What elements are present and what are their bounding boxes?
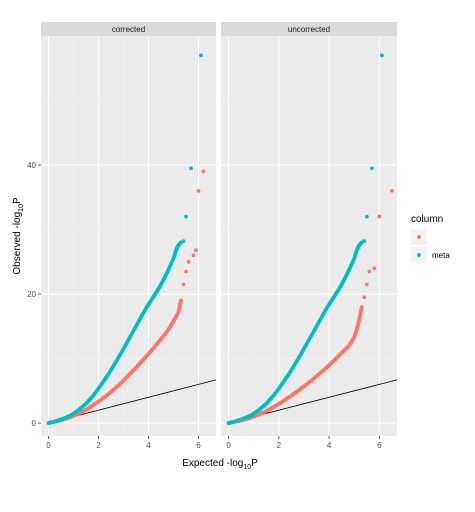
strip-label-uncorrected: uncorrected <box>288 25 330 34</box>
facet-uncorrected: uncorrected <box>221 22 398 436</box>
gridlines-uncorrected <box>221 36 397 436</box>
outlier-point-series-0 <box>191 253 196 258</box>
points-corrected <box>46 53 206 425</box>
outlier-point-series-0 <box>372 266 377 271</box>
y-tick-label: 40 <box>27 161 36 170</box>
x-axis-title-subscript: 10 <box>243 464 251 471</box>
x-tick-label: 4 <box>327 441 332 450</box>
x-axis-title-main: Expected -log <box>182 458 243 469</box>
x-axis-title-tail: P <box>251 458 258 469</box>
y-axis-title-subscript: 10 <box>18 204 25 212</box>
x-axis-ticks: 0 2 4 6 0 2 4 6 <box>46 436 382 450</box>
outlier-point-series-0 <box>367 269 372 274</box>
y-axis-ticks: 0 20 40 <box>27 161 41 428</box>
facet-corrected: corrected <box>41 22 217 436</box>
y-tick-label: 20 <box>27 290 36 299</box>
strip-background-uncorrected <box>221 22 397 36</box>
y-axis-title-tail: P <box>12 197 23 204</box>
x-tick-label: 2 <box>277 441 282 450</box>
outlier-point-series-1 <box>380 53 384 58</box>
legend-title: column <box>411 214 443 225</box>
y-tick-label: 0 <box>32 419 37 428</box>
x-tick-label: 2 <box>96 441 101 450</box>
legend-label-meta: meta <box>432 251 450 260</box>
outlier-point-series-0 <box>194 248 198 253</box>
strip-label-corrected: corrected <box>112 25 145 34</box>
y-axis-title: Observed -log10P <box>12 197 25 275</box>
y-axis-title-main: Observed -log <box>12 212 23 275</box>
outlier-point-series-0 <box>390 188 394 193</box>
x-tick-label: 6 <box>196 441 201 450</box>
panel-background-corrected <box>41 36 216 436</box>
legend-key-dot-1 <box>417 235 421 239</box>
outlier-point-series-1 <box>189 166 193 171</box>
outlier-point-series-0 <box>196 188 201 193</box>
gridlines-corrected <box>41 36 216 436</box>
panel-background-uncorrected <box>221 36 397 436</box>
x-axis-title: Expected -log10P <box>182 458 258 471</box>
outlier-point-series-1 <box>181 239 186 244</box>
outlier-point-series-0 <box>364 282 369 287</box>
outlier-point-series-0 <box>181 282 186 287</box>
outlier-point-series-1 <box>369 166 374 171</box>
data-point-series-0 <box>359 305 364 309</box>
x-tick-label: 4 <box>146 441 151 450</box>
outlier-point-series-1 <box>362 239 367 244</box>
outlier-point-series-0 <box>201 169 206 174</box>
legend: column meta <box>411 214 450 263</box>
strip-background-corrected <box>41 22 216 36</box>
points-uncorrected <box>226 53 394 425</box>
outlier-point-series-0 <box>184 269 188 274</box>
x-tick-label: 0 <box>226 441 231 450</box>
outlier-point-series-1 <box>184 214 188 219</box>
outlier-point-series-0 <box>186 259 191 264</box>
x-tick-label: 0 <box>46 441 51 450</box>
outlier-point-series-1 <box>199 53 203 58</box>
legend-key-dot-meta <box>417 253 421 257</box>
outlier-point-series-1 <box>364 214 369 219</box>
x-tick-label: 6 <box>377 441 382 450</box>
outlier-point-series-0 <box>377 214 382 219</box>
data-point-series-0 <box>179 298 183 303</box>
outlier-point-series-0 <box>362 295 367 300</box>
